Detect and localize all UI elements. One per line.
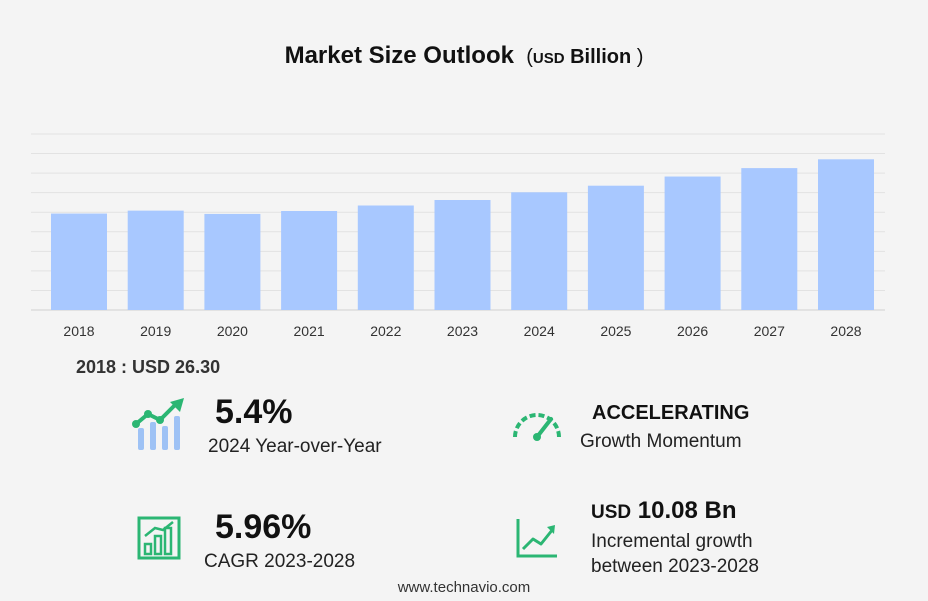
title-unit-prefix: USD [532,50,565,67]
bar-2028 [818,159,874,310]
x-tick-2026: 2026 [677,323,708,339]
yoy-label: 2024 Year-over-Year [208,436,382,457]
bar-growth-icon [137,516,181,560]
x-tick-2025: 2025 [600,323,631,339]
incremental-amount: 10.08 Bn [637,497,737,524]
x-tick-2023: 2023 [447,323,478,339]
bar-2020 [204,213,261,310]
bar-2024 [511,192,568,310]
cagr-label: CAGR 2023-2028 [204,551,356,572]
x-tick-2022: 2022 [370,323,401,339]
bar-2021 [281,211,338,310]
x-tick-2027: 2027 [754,323,785,339]
title-main: Market Size Outlook [284,42,514,69]
cagr-value: 5.96% [215,508,312,546]
x-tick-2018: 2018 [63,323,94,339]
momentum-value: ACCELERATING [592,402,750,424]
title-unit: Billion [570,46,632,68]
first-year-value: 2018 : USD 26.30 [76,357,221,377]
x-tick-2021: 2021 [294,323,325,339]
incremental-prefix: USD [591,502,632,523]
bar-2018 [51,213,107,310]
bar-2023 [434,200,491,310]
growth-chart-icon [132,398,184,450]
bar-2027 [741,168,798,310]
x-tick-2028: 2028 [830,323,861,339]
incremental-label-line2: between 2023-2028 [591,556,759,577]
bar-2025 [587,185,644,310]
footer-site: www.technavio.com [397,579,531,596]
line-growth-icon [516,519,557,558]
x-tick-2019: 2019 [140,323,171,339]
x-tick-2024: 2024 [524,323,555,339]
incremental-label-line1: Incremental growth [591,531,753,552]
x-tick-2020: 2020 [217,323,248,339]
yoy-value: 5.4% [215,393,293,431]
momentum-label: Growth Momentum [580,431,742,452]
chart-title: Market Size Outlook (USD Billion ) [284,42,644,69]
bar-2019 [127,210,184,310]
bar-chart: 2018 2019 2020 2021 2022 2023 2024 2025 2026 2027… [31,133,885,339]
incremental-value: USD 10.08 Bn [591,497,737,525]
bar-2026 [664,176,721,310]
speedometer-icon [513,413,561,441]
bar-2022 [357,205,414,310]
